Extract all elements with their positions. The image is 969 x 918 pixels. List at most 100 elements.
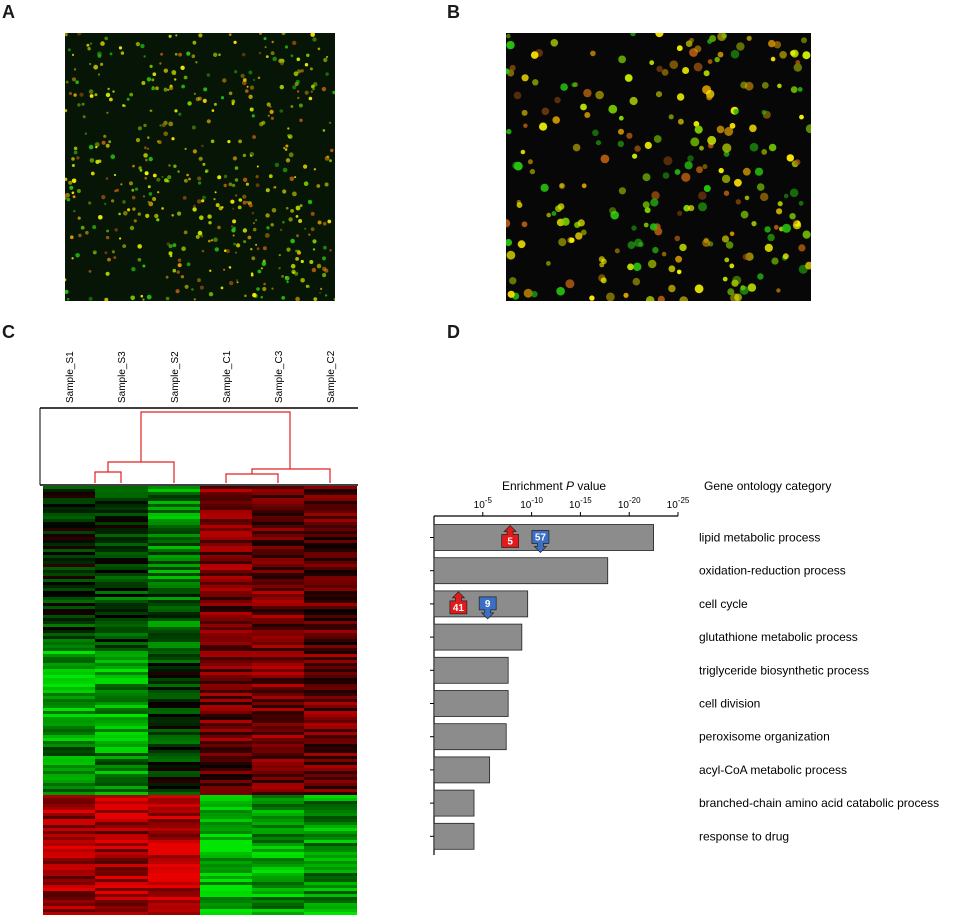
spot [702, 164, 708, 170]
heatmap-cell [304, 516, 357, 520]
spot [571, 82, 576, 88]
spot [308, 96, 313, 101]
spot [521, 74, 529, 82]
heatmap-cell [148, 906, 201, 910]
spot [798, 244, 806, 252]
spot [734, 293, 742, 301]
spot [678, 118, 684, 125]
heatmap-cell [95, 495, 148, 499]
spot [600, 154, 610, 164]
heatmap-cell [43, 588, 96, 592]
heatmap-cell [252, 708, 305, 712]
spot [182, 196, 187, 200]
heatmap-cell [43, 711, 96, 715]
heatmap-cell [148, 765, 201, 769]
heatmap-cell [43, 891, 96, 895]
heatmap-cell [43, 717, 96, 721]
heatmap-cell [43, 762, 96, 766]
spot [197, 96, 202, 101]
heatmap-cell [304, 558, 357, 562]
heatmap-cell [95, 912, 148, 915]
spot [614, 248, 620, 254]
heatmap-cell [95, 561, 148, 565]
heatmap-cell [252, 498, 305, 502]
spot [75, 253, 80, 258]
spot [89, 158, 95, 163]
spot [506, 219, 511, 228]
heatmap-cell [200, 795, 253, 799]
heatmap-cell [43, 555, 96, 559]
heatmap-cell [43, 720, 96, 724]
spot [690, 137, 700, 147]
spot [295, 205, 301, 211]
heatmap-cell [148, 879, 201, 883]
heatmap-cell [43, 642, 96, 646]
heatmap-cell [43, 486, 96, 490]
heatmap-cell [200, 822, 253, 826]
heatmap-cell [252, 828, 305, 832]
spot [234, 178, 239, 182]
heatmap-cell [43, 600, 96, 604]
spot [707, 59, 713, 64]
spot [681, 172, 691, 182]
spot [300, 69, 304, 73]
heatmap-cell [43, 681, 96, 685]
spot [507, 290, 515, 298]
spot [761, 149, 768, 155]
spot [220, 286, 224, 290]
spot [147, 200, 150, 204]
heatmap-cell [95, 684, 148, 688]
heatmap-cell [43, 876, 96, 880]
heatmap-cell [148, 900, 201, 904]
spot [71, 77, 77, 82]
spot [703, 70, 710, 77]
heatmap-cell [43, 825, 96, 829]
spot [105, 143, 110, 148]
spot [749, 142, 759, 152]
heatmap-cell [304, 852, 357, 856]
heatmap-cell [95, 807, 148, 811]
spot [111, 199, 115, 203]
heatmap-panel: Sample_S1 Sample_S3 Sample_S2 Sample_C1 Samp… [39, 350, 358, 915]
heatmap-cell [304, 693, 357, 697]
x-tick-label: 10-5 [474, 496, 493, 511]
spot [137, 244, 142, 249]
spot [109, 97, 113, 102]
spot [698, 191, 707, 200]
spot [151, 78, 155, 82]
heatmap-cell [252, 597, 305, 601]
heatmap-cell [304, 810, 357, 814]
spot [292, 40, 297, 46]
heatmap-cell [200, 885, 253, 889]
heatmap-cell [252, 804, 305, 808]
heatmap-cell [252, 651, 305, 655]
heatmap-cell [95, 801, 148, 805]
heatmap-cell [200, 780, 253, 784]
heatmap-cell [200, 798, 253, 802]
heatmap-cell [43, 843, 96, 847]
spot [632, 153, 638, 159]
heatmap-cell [200, 867, 253, 871]
spot [206, 119, 211, 124]
heatmap-cell [148, 768, 201, 772]
heatmap-cell [304, 786, 357, 790]
spot [271, 287, 274, 290]
spot [683, 204, 690, 212]
spot [768, 143, 777, 152]
spot [770, 56, 776, 62]
heatmap-cell [200, 663, 253, 667]
heatmap-cell [304, 591, 357, 595]
heatmap-cell [304, 804, 357, 808]
heatmap-cell [95, 771, 148, 775]
heatmap-cell [148, 651, 201, 655]
heatmap-cell [252, 696, 305, 700]
heatmap-cell [148, 663, 201, 667]
heatmap-cell [200, 540, 253, 544]
heatmap-cell [252, 750, 305, 754]
spot [173, 164, 177, 168]
heatmap-cell [304, 849, 357, 853]
heatmap-cell [200, 708, 253, 712]
sample-label: Sample_C1 [222, 350, 233, 403]
heatmap-cell [43, 840, 96, 844]
spot [145, 158, 148, 162]
